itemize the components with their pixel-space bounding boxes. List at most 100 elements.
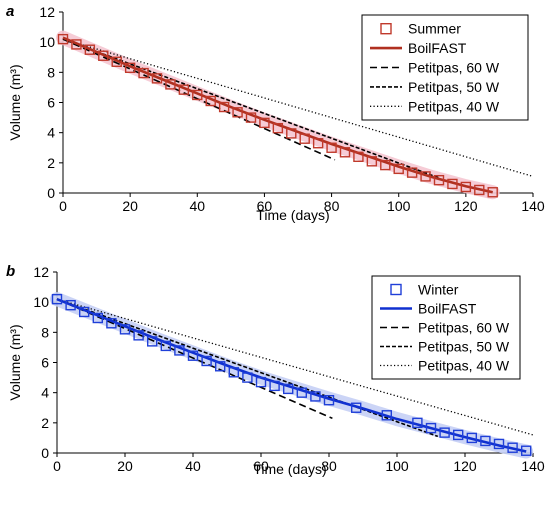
y-tick-label: 2 (41, 415, 49, 431)
data-point (447, 178, 458, 190)
series-line-boilfast (62, 36, 493, 194)
legend-label: Winter (418, 282, 459, 298)
x-tick-label: 60 (253, 458, 269, 474)
y-tick-label: 0 (41, 445, 49, 461)
data-point (433, 174, 445, 186)
data-point (381, 410, 392, 421)
y-tick-label: 6 (41, 355, 49, 371)
data-point (480, 435, 491, 447)
y-axis-label: Volume (m³) (7, 64, 23, 140)
data-point (106, 318, 117, 329)
y-tick-label: 4 (47, 125, 55, 141)
data-point (310, 391, 321, 402)
x-tick-label: 60 (257, 198, 273, 214)
series-line-petitpas-40-w (62, 38, 534, 178)
legend-label: Petitpas, 40 W (418, 358, 510, 374)
x-tick-label: 100 (385, 458, 409, 474)
data-point (283, 383, 294, 395)
data-point (339, 147, 351, 158)
data-point (406, 167, 418, 178)
data-point (138, 67, 149, 79)
data-point (192, 89, 203, 101)
data-point (146, 336, 158, 347)
data-point (425, 422, 437, 434)
data-point (296, 387, 307, 398)
y-tick-label: 6 (47, 95, 55, 111)
x-tick-label: 40 (189, 198, 205, 214)
x-tick-label: 140 (521, 458, 545, 474)
data-point (323, 395, 335, 406)
x-tick-label: 0 (59, 198, 67, 214)
data-point (326, 142, 337, 153)
data-point (420, 171, 431, 182)
legend-marker (390, 283, 402, 296)
data-point (98, 50, 109, 61)
y-axis-label: Volume (m³) (7, 324, 23, 400)
data-point (187, 350, 199, 361)
data-point (474, 184, 485, 196)
x-tick-label: 100 (387, 198, 411, 214)
x-tick-label: 120 (453, 458, 477, 474)
y-tick-label: 12 (39, 4, 55, 20)
legend-label: Petitpas, 60 W (408, 60, 500, 76)
data-point (259, 117, 270, 129)
y-tick-label: 4 (41, 385, 49, 401)
data-point (351, 402, 362, 413)
data-point (255, 376, 267, 388)
data-point (84, 44, 96, 55)
data-point (487, 187, 498, 198)
x-tick-label: 80 (321, 458, 337, 474)
data-point (124, 62, 136, 74)
data-point (119, 324, 131, 335)
x-axis-label: Time (days) (256, 207, 329, 223)
data-point (466, 432, 477, 444)
data-point (160, 340, 172, 352)
series-line-petitpas-50-w (62, 38, 440, 179)
data-point (366, 156, 378, 167)
data-point (353, 151, 364, 163)
data-point (218, 101, 230, 113)
legend-marker (380, 23, 392, 35)
legend-label: Petitpas, 60 W (418, 320, 510, 336)
data-point (65, 299, 76, 311)
legend-label: Summer (408, 21, 461, 37)
y-tick-label: 10 (39, 34, 55, 50)
data-point (232, 107, 243, 118)
x-tick-label: 0 (53, 458, 61, 474)
data-point (165, 79, 176, 90)
data-point (380, 159, 391, 171)
data-point (460, 181, 472, 193)
x-tick-label: 20 (122, 198, 138, 214)
legend-label: Petitpas, 40 W (408, 98, 500, 114)
x-tick-label: 80 (324, 198, 340, 214)
data-point (51, 293, 63, 305)
x-tick-label: 120 (454, 198, 478, 214)
data-point (393, 163, 404, 175)
data-point (78, 306, 90, 318)
y-tick-label: 8 (47, 64, 55, 80)
data-point (205, 95, 216, 107)
data-point (242, 372, 253, 383)
data-point (453, 429, 464, 441)
data-point (507, 442, 518, 453)
data-point (493, 438, 505, 450)
legend-box (361, 14, 529, 121)
data-point (228, 367, 240, 378)
legend-label: BoilFAST (408, 40, 467, 56)
panel-label: b (6, 263, 15, 280)
data-point (57, 33, 69, 45)
x-tick-label: 20 (117, 458, 133, 474)
y-tick-label: 8 (41, 324, 49, 340)
data-point (286, 128, 297, 139)
data-point (201, 355, 212, 367)
y-tick-label: 10 (33, 294, 49, 310)
legend-label: Petitpas, 50 W (418, 339, 510, 355)
data-point (299, 133, 310, 144)
data-point (245, 112, 257, 123)
x-tick-label: 40 (185, 458, 201, 474)
data-point (521, 445, 532, 456)
data-point (178, 84, 190, 95)
